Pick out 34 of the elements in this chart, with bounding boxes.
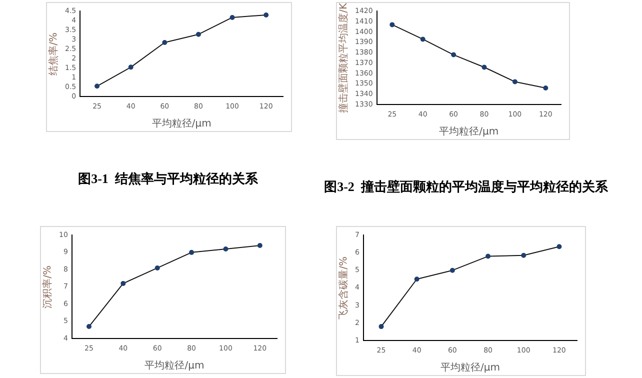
- point: [451, 52, 456, 58]
- x-axis-title: 平均粒径/μm: [440, 362, 500, 374]
- point: [556, 244, 562, 250]
- point: [128, 64, 134, 70]
- x-axis-title: 平均粒径/μm: [152, 118, 212, 130]
- point: [264, 12, 269, 18]
- y-axis-title: 撞击壁面颗粒平均温度/K: [338, 2, 350, 113]
- point: [162, 40, 168, 46]
- point: [543, 85, 548, 90]
- y-axis-title: 结焦率/%: [48, 32, 60, 76]
- point: [378, 324, 384, 330]
- point: [196, 32, 201, 37]
- point: [86, 324, 92, 330]
- point: [189, 250, 194, 255]
- y-axis-title: 沉积率/%: [42, 265, 54, 308]
- x-axis-title: 平均粒径/μm: [439, 126, 499, 138]
- point: [390, 22, 395, 28]
- caption: 图3-2 撞击壁面颗粒的平均温度与平均粒径的关系: [323, 178, 609, 196]
- point: [521, 252, 526, 258]
- point: [450, 268, 455, 273]
- point: [512, 79, 518, 84]
- point: [257, 243, 262, 248]
- point: [420, 36, 426, 42]
- point: [230, 14, 235, 20]
- point: [120, 280, 126, 286]
- caption: 图3-1 结焦率与平均粒径的关系: [77, 170, 259, 188]
- point: [482, 64, 487, 70]
- point: [223, 246, 228, 252]
- point: [154, 265, 160, 270]
- y-axis-title: 飞灰含碳量/%: [338, 256, 350, 320]
- point: [486, 254, 491, 259]
- x-axis-title: 平均粒径/μm: [144, 360, 204, 372]
- point: [414, 276, 420, 282]
- point: [94, 84, 100, 89]
